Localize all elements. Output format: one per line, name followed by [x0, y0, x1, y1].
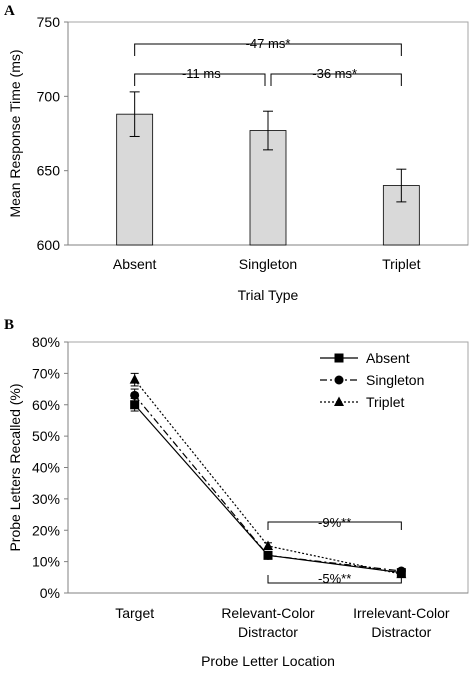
bracket-absent-vs-triplet [134, 43, 402, 56]
legend-marker-singleton [334, 375, 344, 385]
panel-b-y-tick-label: 50% [32, 428, 60, 444]
panel-a-y-tick-label: 600 [37, 237, 61, 253]
point-singleton [130, 390, 140, 400]
panel-b-x-axis-title: Probe Letter Location [201, 653, 335, 669]
point-singleton [263, 550, 273, 560]
panel-b-x-tick-label: Relevant-Color [221, 605, 315, 621]
panel-b-y-tick-label: 20% [32, 522, 60, 538]
annotation-relevant-vs-irrelevant-absent: -5%** [318, 571, 351, 586]
panel-b-y-tick-label: 80% [32, 334, 60, 350]
bar-absent [116, 113, 154, 246]
legend-label-singleton: Singleton [366, 372, 424, 388]
panel-b-y-tick-label: 0% [40, 585, 60, 601]
panel-b-y-tick-label: 70% [32, 365, 60, 381]
point-triplet [396, 568, 407, 579]
panel-a-y-tick-label: 650 [37, 163, 61, 179]
point-triplet [129, 374, 140, 384]
annotation-background [313, 515, 357, 531]
panel-b-y-tick-label: 10% [32, 554, 60, 570]
panel-b-y-tick-label: 40% [32, 460, 60, 476]
legend-label-absent: Absent [366, 350, 410, 366]
point-absent [130, 400, 140, 410]
panel-a-y-tick-label: 750 [37, 14, 61, 30]
panel-b-x-tick-label: Target [115, 605, 154, 621]
legend-label-triplet: Triplet [366, 394, 404, 410]
panel-b-chart: Probe Letters Recalled (%) Probe Letter … [7, 334, 469, 669]
panel-a-y-axis-title: Mean Response Time (ms) [7, 49, 23, 217]
bar-singleton [249, 130, 287, 246]
panel-a-chart: Mean Response Time (ms) Trial Type -47 m… [7, 14, 469, 303]
bracket-relevant-vs-irrelevant-upper [267, 521, 402, 530]
legend-marker-triplet [334, 396, 344, 406]
panel-b-y-axis-title: Probe Letters Recalled (%) [7, 383, 23, 551]
panel-a-x-tick-label: Singleton [239, 256, 297, 272]
bracket-relevant-vs-irrelevant-lower [267, 575, 402, 584]
bracket-singleton-vs-triplet [270, 73, 402, 86]
panel-a-x-tick-label: Absent [113, 256, 157, 272]
panel-b-x-tick-label: Irrelevant-Color [353, 605, 450, 621]
panel-a-y-tick-label: 700 [37, 88, 61, 104]
panel-label-a: A [4, 3, 15, 19]
panel-a-x-axis-title: Trial Type [238, 287, 299, 303]
panel-b-x-tick-label: Distractor [371, 624, 431, 640]
legend-marker-absent [334, 353, 344, 363]
panel-b-x-tick-label: Distractor [238, 624, 298, 640]
panel-label-b: B [4, 317, 14, 333]
panel-b-y-tick-label: 60% [32, 397, 60, 413]
panel-a-x-tick-label: Triplet [382, 256, 420, 272]
panel-b-y-tick-label: 30% [32, 491, 60, 507]
point-triplet [263, 540, 273, 550]
bracket-absent-vs-singleton [134, 73, 266, 86]
